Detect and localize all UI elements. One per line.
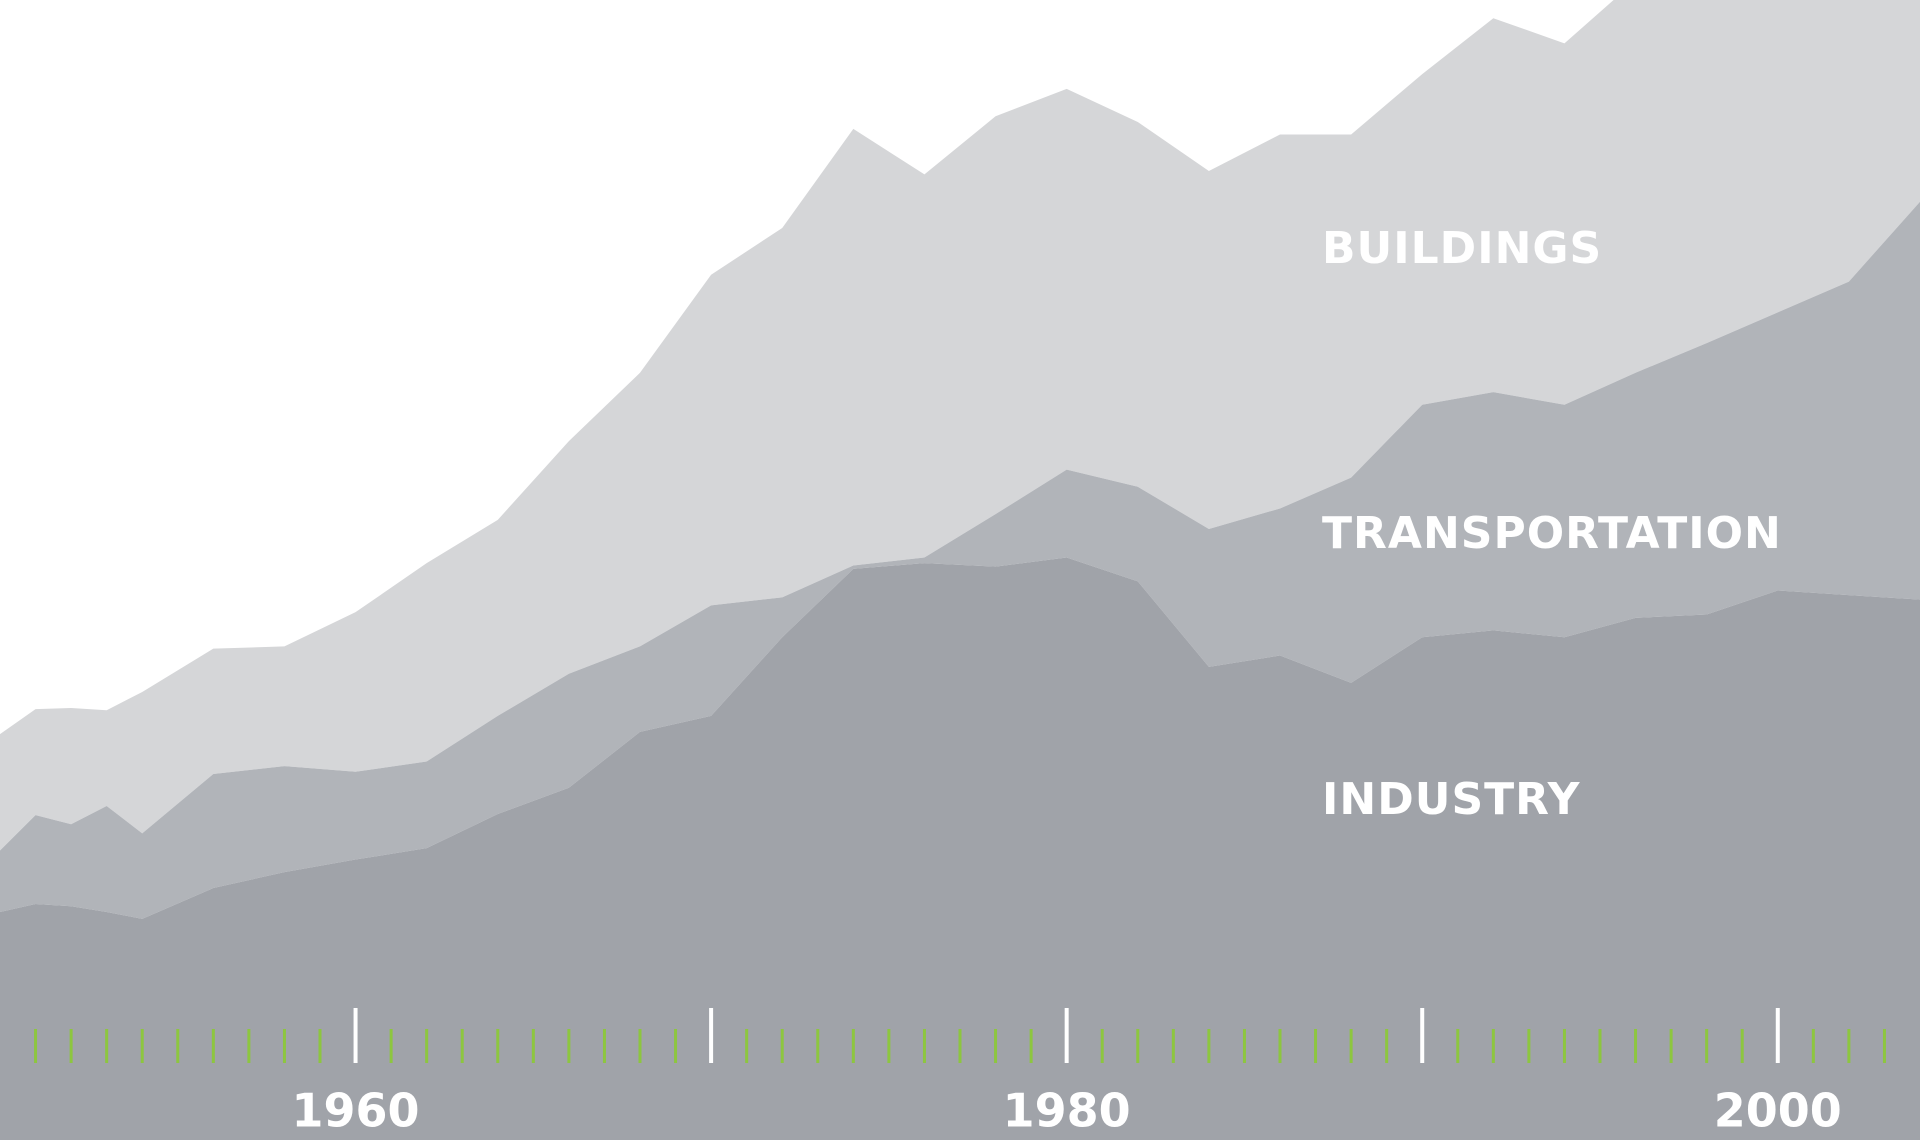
area (0, 201, 1920, 919)
series-label: INDUSTRY (1322, 774, 1581, 825)
area (0, 0, 1920, 851)
x-tick-label: 2000 (1714, 1084, 1842, 1138)
series-label: TRANSPORTATION (1322, 508, 1782, 559)
x-tick-label: 1960 (292, 1084, 420, 1138)
series-label: BUILDINGS (1322, 223, 1602, 274)
area (0, 557, 1920, 1140)
x-tick-label: 1980 (1003, 1084, 1131, 1138)
